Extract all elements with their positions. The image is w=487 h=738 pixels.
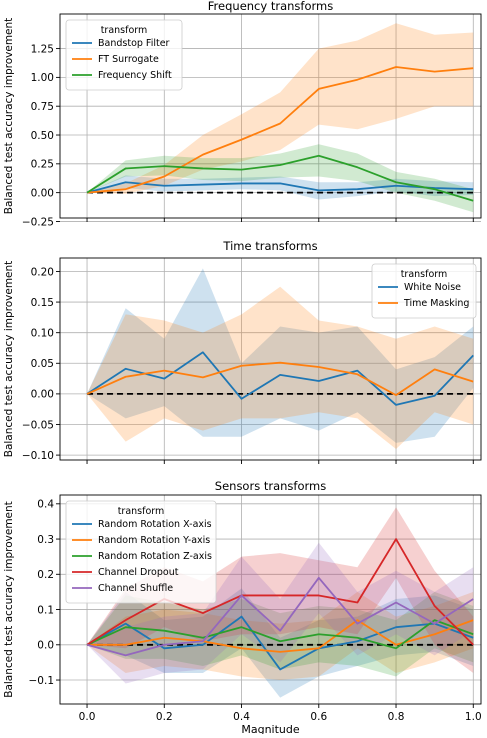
legend-label: White Noise [404,282,461,293]
legend-box [65,19,183,91]
ci-band-channel-dropout [87,507,474,673]
legend-label: Random Rotation X-axis [98,519,212,530]
y-tick-label: 0.05 [31,358,54,370]
y-axis-label: Balanced test accuracy improvement [3,501,15,698]
y-tick-label: 0.10 [31,327,54,339]
ci-band-bandstop-filter [87,175,474,200]
y-tick-label: −0.1 [29,675,55,687]
x-tick-label: 0.4 [233,711,250,723]
chart-panel-3: 0.0 0.2 0.4 0.6 0.8 1.0 −0.1 0.0 0.1 0.2 0.3 0.4 Sen… [3,479,482,736]
y-tick-label: −0.25 [22,216,54,228]
legend-label: Random Rotation Y-axis [98,535,210,546]
x-tick-label: 0.0 [79,711,96,723]
y-tick-label: −0.05 [22,419,54,431]
y-tick-label: 0.75 [31,101,54,113]
y-tick-label: −0.10 [22,450,54,462]
y-tick-label: 1.00 [31,72,54,84]
series-line-frequency-shift [86,154,474,202]
legend: transform Random Rotation X-axis Random Ro… [65,500,217,604]
series-line-random-rotation-z-axis [86,619,474,650]
legend: transform White Noise Time Masking [371,263,477,319]
legend-title: transform [101,25,148,36]
chart-panel-2: −0.10 −0.05 0.00 0.05 0.10 0.15 0.20 Time trans… [3,239,482,464]
series-line-random-rotation-y-axis [87,619,474,653]
ci-band-random-rotation-x-axis [87,588,474,698]
legend-label: Frequency Shift [98,70,172,81]
legend-box [371,263,477,319]
chart-panel-1: −0.25 0.00 0.25 0.50 0.75 1.00 1.25 Frequency t… [3,0,482,228]
y-tick-label: 0.00 [31,389,54,401]
y-tick-label: 0.4 [37,499,54,511]
chart-title: Sensors transforms [215,479,326,493]
axes-frame [59,257,482,461]
y-tick-label: 0.3 [37,534,54,546]
y-tick-label: 0.0 [37,640,54,652]
legend: transform Bandstop Filter FT Surrogate Freq… [65,19,183,91]
ci-band-ft-surrogate [87,23,474,194]
y-tick-label: 0.25 [31,159,54,171]
legend-label: Channel Dropout [98,567,179,578]
y-tick-label: 0.15 [31,297,54,309]
legend-label: Random Rotation Z-axis [98,551,212,562]
series-line-channel-shuffle [86,576,474,657]
chart-title: Frequency transforms [208,0,333,13]
y-axis-label: Balanced test accuracy improvement [3,18,15,215]
chart-title: Time transforms [222,239,317,253]
y-tick-label: 0.50 [31,130,54,142]
axes-frame [59,494,482,705]
y-tick-label: 0.1 [37,604,54,616]
y-tick-label: 0.2 [37,569,54,581]
y-axis-label: Balanced test accuracy improvement [3,261,15,458]
legend-label: Channel Shuffle [98,583,173,594]
ci-band-white-noise [87,268,474,443]
series-line-channel-dropout [86,538,474,646]
x-tick-label: 0.2 [156,711,173,723]
x-tick-label: 0.6 [310,711,327,723]
series-line-bandstop-filter [86,181,474,194]
y-tick-label: 0.00 [31,187,54,199]
legend-title: transform [401,269,448,280]
series-line-time-masking [86,361,474,397]
legend-label: Bandstop Filter [98,38,170,49]
series-line-ft-surrogate [86,66,474,194]
series-line-white-noise [86,351,474,406]
legend-label: FT Surrogate [98,54,159,65]
y-tick-label: 1.25 [31,43,54,55]
x-tick-label: 1.0 [465,711,482,723]
ci-band-time-masking [87,286,474,449]
ci-band-channel-shuffle [87,542,474,684]
legend-box [65,500,217,604]
legend-label: Time Masking [403,298,469,309]
axes-frame [59,13,482,219]
ci-band-random-rotation-z-axis [87,591,474,677]
y-tick-label: 0.20 [31,266,54,278]
x-tick-label: 0.8 [388,711,405,723]
legend-title: transform [118,506,165,517]
x-axis-label: Magnitude [241,723,300,734]
ci-band-frequency-shift [87,144,474,213]
